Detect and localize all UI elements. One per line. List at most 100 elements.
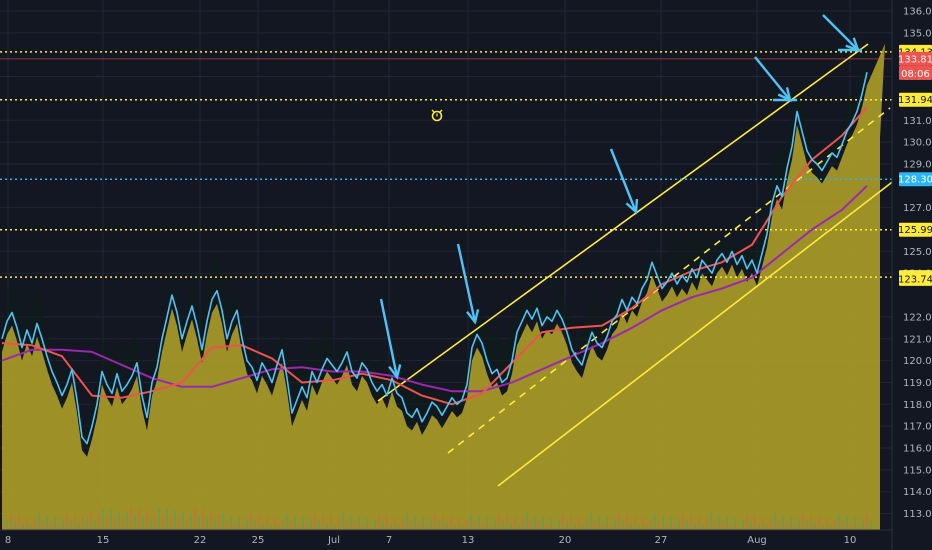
volume-bar: [542, 516, 544, 530]
volume-bar: [166, 508, 168, 530]
volume-bar: [546, 524, 548, 530]
time-tick-label: 25: [252, 535, 265, 546]
volume-bar: [226, 521, 228, 530]
channel-lower-line[interactable]: [497, 176, 900, 487]
volume-bar: [294, 515, 296, 530]
volume-bar: [722, 522, 724, 530]
volume-bar: [286, 514, 288, 530]
volume-bar: [570, 515, 572, 530]
volume-bar: [178, 518, 180, 530]
volume-bar: [582, 525, 584, 530]
time-tick-label: 27: [655, 535, 668, 546]
plot-area: [0, 14, 900, 530]
price-tick-label: 113.0: [903, 509, 932, 520]
volume-bar: [854, 517, 856, 530]
volume-bar: [730, 524, 732, 530]
channel-mid-line[interactable]: [447, 107, 891, 454]
volume-bar: [18, 515, 20, 530]
volume-bar: [670, 517, 672, 530]
volume-bar: [190, 514, 192, 530]
alarm-clock-bell: [431, 109, 435, 113]
volume-bar: [458, 518, 460, 530]
volume-bar: [462, 526, 464, 530]
volume-bar: [666, 523, 668, 530]
price-tick-label: 114.0: [903, 487, 932, 498]
volume-bar: [150, 518, 152, 530]
time-tick-label: 13: [462, 535, 475, 546]
volume-bar: [34, 519, 36, 530]
volume-bar: [278, 526, 280, 530]
volume-bar: [210, 511, 212, 530]
volume-bar: [134, 515, 136, 530]
volume-bar: [654, 514, 656, 530]
volume-bar: [230, 515, 232, 530]
volume-bar: [834, 520, 836, 530]
volume-bar: [370, 526, 372, 530]
alarm-clock-icon[interactable]: [431, 109, 443, 122]
volume-bar: [14, 521, 16, 530]
volume-bar: [106, 515, 108, 530]
volume-bar: [130, 507, 132, 530]
volume-bar: [794, 524, 796, 530]
time-axis[interactable]: 8 15 22 25 Jul 7 13 20 27 Aug 10: [0, 529, 892, 546]
volume-bar: [498, 513, 500, 530]
volume-bar: [610, 524, 612, 530]
price-tick-label: 127.0: [903, 203, 932, 214]
arrow-annotation[interactable]: [609, 148, 638, 213]
price-tags: 134.13131.94128.30125.99123.82133.8108:0…: [898, 44, 932, 286]
volume-bar: [170, 516, 172, 530]
volume-bar: [770, 519, 772, 530]
volume-bar: [446, 522, 448, 530]
level-tag: 128.30: [898, 175, 932, 186]
volume-bar: [738, 526, 740, 530]
channel-upper-line[interactable]: [377, 43, 869, 402]
volume-bar: [270, 524, 272, 530]
volume-bar: [526, 512, 528, 530]
price-tick-label: 116.0: [903, 444, 932, 455]
arrow-annotation[interactable]: [754, 56, 791, 101]
volume-bar: [690, 515, 692, 530]
volume-bar: [222, 513, 224, 530]
volume-bar: [90, 512, 92, 530]
volume-bar: [382, 521, 384, 530]
volume-bar: [54, 517, 56, 530]
alarm-clock-face: [431, 110, 443, 122]
volume-bar: [70, 520, 72, 530]
volume-bar: [858, 525, 860, 530]
volume-bar: [114, 517, 116, 530]
arrow-head: [625, 198, 639, 215]
countdown-label: 08:06: [901, 69, 930, 80]
level-tag-bg: [899, 222, 932, 237]
time-tick-label: 7: [386, 535, 392, 546]
volume-bar: [26, 517, 28, 530]
volume-bar: [850, 523, 852, 530]
volume-bar: [510, 523, 512, 530]
arrow-annotation[interactable]: [379, 298, 399, 378]
volume-bar: [554, 526, 556, 530]
volume-bar: [694, 523, 696, 530]
arrow-annotation[interactable]: [456, 243, 477, 323]
price-tick-label: 136.0: [903, 7, 932, 18]
volume-bar: [154, 512, 156, 530]
price-tick-label: 120.0: [903, 356, 932, 367]
time-tick-label: Jul: [327, 535, 340, 546]
volume-bar: [746, 514, 748, 530]
price-tick-label: 122.0: [903, 312, 932, 323]
time-tick-label: 8: [5, 535, 11, 546]
volume-bar: [534, 514, 536, 530]
arrow-annotation[interactable]: [822, 14, 859, 51]
volume-bar: [806, 520, 808, 530]
volume-bar: [758, 523, 760, 530]
volume-bar: [562, 514, 564, 530]
volume-bar: [22, 523, 24, 530]
volume-bar: [366, 518, 368, 530]
countdown-bg: [899, 65, 932, 80]
volume-bar: [418, 523, 420, 530]
volume-bar: [706, 518, 708, 530]
volume-bar: [662, 515, 664, 530]
volume-bar: [266, 516, 268, 530]
volume-bar: [750, 521, 752, 530]
arrow-head: [388, 364, 402, 380]
price-tick-label: 125.0: [903, 247, 932, 258]
